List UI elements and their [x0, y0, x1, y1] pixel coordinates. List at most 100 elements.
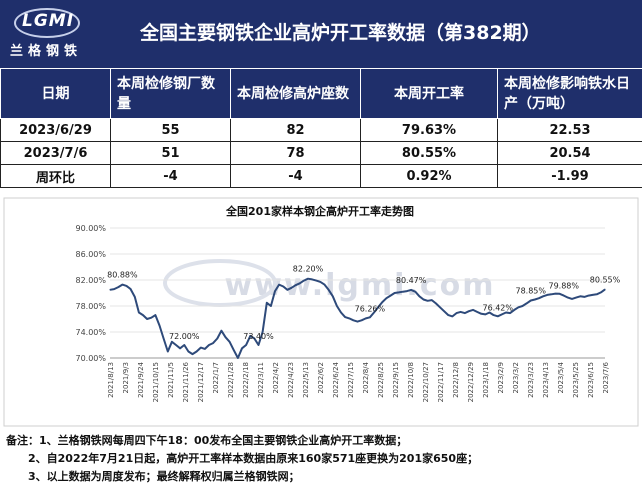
data-point	[356, 321, 359, 323]
table-cell: 55	[110, 118, 231, 142]
data-point	[567, 297, 569, 299]
x-tick-label: 2022/4/2	[272, 362, 280, 393]
note-line: 3、以上数据为周度发布；最终解释权归属兰格钢铁网；	[28, 470, 300, 483]
x-tick-label: 2022/5/13	[302, 362, 310, 398]
data-point	[493, 314, 495, 316]
data-point	[352, 319, 354, 321]
data-point	[480, 313, 482, 315]
data-point	[410, 289, 412, 291]
data-point	[513, 309, 515, 311]
change-row: 周环比 -4 -4 0.92% -1.99	[0, 164, 642, 188]
data-point	[196, 350, 198, 353]
data-point	[262, 331, 264, 333]
data-point	[361, 319, 363, 321]
data-point	[150, 317, 152, 319]
col-header-mills: 本周检修钢厂数量	[110, 68, 231, 119]
chart-container: 全国201家样本钢企高炉开工率走势图 www.lgmi.com 70.00% 74.0…	[0, 195, 642, 431]
data-point	[171, 341, 173, 343]
data-point	[587, 295, 590, 297]
data-point	[472, 309, 474, 311]
data-point	[241, 347, 243, 349]
y-tick-label: 86.00%	[75, 250, 106, 259]
data-point	[125, 285, 128, 287]
data-point	[497, 315, 499, 317]
data-point	[146, 318, 148, 320]
data-point	[398, 291, 400, 293]
data-point	[323, 284, 326, 286]
note-line: 2、自2022年7月21日起，高炉开工率样本数据由原来160家571座更换为20…	[28, 452, 479, 465]
change-output: -1.99	[497, 164, 642, 188]
table-cell: 82	[230, 118, 361, 142]
data-point	[377, 306, 379, 308]
notes: 备注：1、兰格钢铁网每周四下午18：00发布全国主要钢铁企业高炉开工率数据； 2…	[6, 432, 478, 486]
data-point	[113, 288, 115, 290]
chart-frame	[3, 197, 639, 427]
data-point	[443, 310, 445, 312]
data-point	[229, 341, 231, 343]
x-tick-label: 2022/10/27	[422, 362, 430, 402]
data-point	[571, 298, 573, 300]
data-label: 78.85%	[515, 286, 546, 295]
data-point	[303, 280, 305, 282]
table-cell: 22.53	[497, 118, 642, 142]
data-point	[488, 311, 491, 314]
data-point	[381, 301, 383, 303]
page-title: 全国主要钢铁企业高炉开工率数据（第382期）	[140, 22, 541, 44]
x-tick-label: 2022/9/15	[392, 362, 400, 398]
data-point	[121, 284, 123, 286]
x-tick-label: 2021/11/5	[167, 362, 175, 398]
x-tick-label: 2023/1/18	[482, 362, 490, 398]
table-row: 2023/6/29 55 82 79.63% 22.53	[0, 118, 642, 142]
data-point	[220, 330, 222, 332]
data-label: 79.88%	[548, 282, 579, 291]
data-point	[183, 344, 185, 346]
data-point	[596, 293, 598, 295]
x-tick-label: 2022/1/28	[227, 362, 235, 398]
watermark-logo-icon	[163, 259, 277, 307]
data-point	[538, 297, 540, 299]
data-point	[468, 310, 470, 312]
table-cell: 2023/7/6	[0, 141, 111, 165]
data-label: 80.88%	[107, 271, 138, 280]
x-tick-label: 2022/4/23	[287, 362, 295, 398]
note-line: 备注：1、兰格钢铁网每周四下午18：00发布全国主要钢铁企业高炉开工率数据；	[6, 434, 408, 447]
x-tick-label: 2022/3/11	[257, 362, 265, 398]
data-point	[526, 302, 528, 304]
x-tick-label: 2023/3/2	[512, 362, 520, 393]
data-point	[521, 305, 524, 307]
data-label: 80.55%	[590, 275, 621, 284]
x-tick-label: 2023/6/15	[587, 362, 595, 398]
data-point	[179, 347, 181, 349]
x-tick-label: 2023/4/13	[542, 362, 550, 398]
data-point	[187, 350, 189, 353]
table-cell: 80.55%	[360, 141, 498, 165]
data-point	[340, 311, 342, 314]
data-point	[270, 305, 272, 307]
data-point	[592, 294, 594, 296]
x-tick-label: 2022/2/18	[242, 362, 250, 398]
data-point	[216, 337, 218, 340]
data-point	[154, 314, 156, 316]
data-point	[307, 278, 309, 280]
data-point	[274, 290, 276, 292]
y-tick-label: 78.00%	[75, 302, 106, 311]
data-point	[224, 336, 227, 338]
data-point	[278, 284, 280, 286]
chart-title: 全国201家样本钢企高炉开工率走势图	[225, 204, 414, 218]
table-cell: 20.54	[497, 141, 642, 165]
data-point	[212, 342, 214, 344]
x-tick-label: 2021/11/26	[182, 361, 190, 402]
data-point	[501, 313, 503, 315]
table-cell: 79.63%	[360, 118, 498, 142]
data-point	[253, 337, 255, 340]
data-point	[439, 306, 441, 308]
table-cell: 78	[230, 141, 361, 165]
change-mills: -4	[110, 164, 231, 188]
x-tick-label: 2022/7/15	[347, 362, 355, 398]
data-point	[575, 297, 577, 299]
data-label: 73.40%	[243, 332, 274, 341]
x-tick-label: 2022/11/17	[437, 362, 445, 402]
data-point	[204, 348, 206, 350]
data-point	[517, 306, 520, 308]
data-point	[583, 296, 586, 298]
